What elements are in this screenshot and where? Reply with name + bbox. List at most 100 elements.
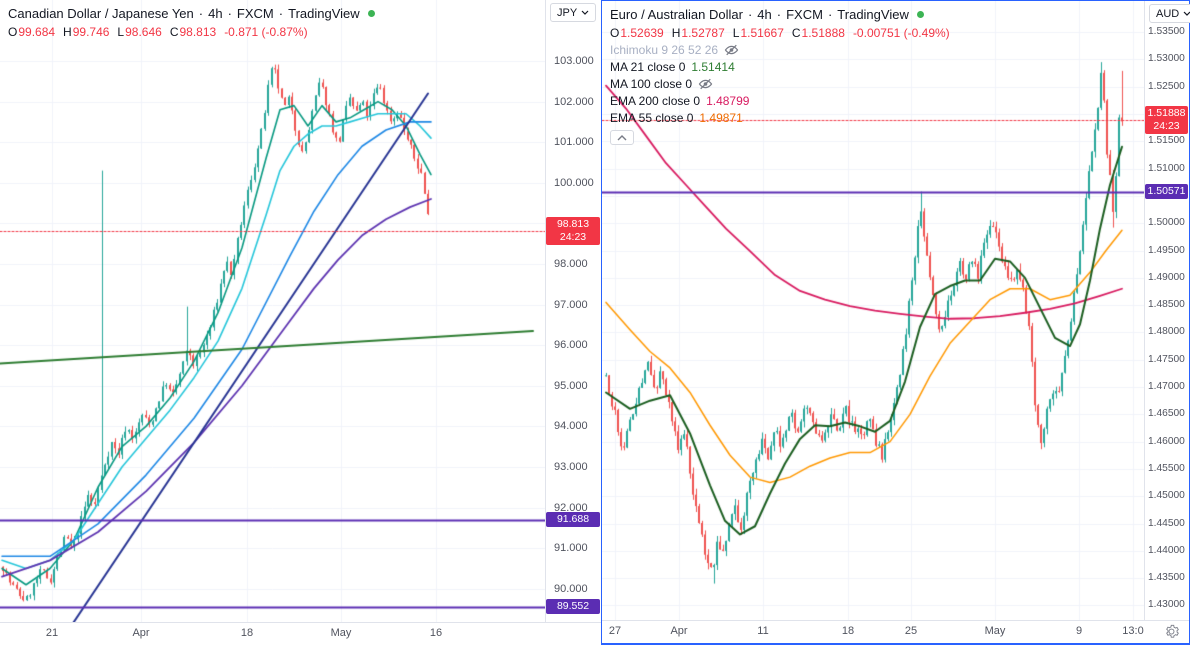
- symbol-name: Euro / Australian Dollar: [610, 7, 743, 22]
- indicator-name: EMA 55 close 0: [610, 110, 694, 125]
- change-value: -0.871 (-0.87%): [224, 24, 308, 39]
- exchange-label: FXCM: [236, 6, 274, 21]
- price-tick-label: 1.43500: [1148, 572, 1185, 584]
- time-tick-label: 11: [757, 625, 769, 637]
- symbol-title-row[interactable]: Canadian Dollar / Japanese Yen · 4h · FX…: [8, 4, 375, 23]
- indicator-ma21[interactable]: MA 21 close 0 1.51414: [610, 58, 950, 75]
- price-badge: 1.51888 24:23: [1145, 106, 1188, 135]
- currency-label: AUD: [1156, 7, 1180, 20]
- indicator-ichimoku[interactable]: Ichimoku 9 26 52 26: [610, 41, 950, 58]
- price-tick-label: 1.44500: [1148, 517, 1185, 529]
- price-tick-label: 1.49500: [1148, 244, 1185, 256]
- chart-area-cadjpy[interactable]: Canadian Dollar / Japanese Yen · 4h · FX…: [0, 0, 545, 622]
- price-tick-label: 101.000: [554, 136, 594, 149]
- cadjpy-chart-canvas[interactable]: [0, 0, 545, 622]
- currency-button-aud[interactable]: AUD: [1149, 4, 1190, 23]
- close-label: C: [169, 24, 179, 39]
- euraud-chart-canvas[interactable]: [602, 1, 1144, 620]
- price-axis-euraud[interactable]: AUD 1.535001.530001.525001.520001.515001…: [1144, 1, 1190, 638]
- chevron-up-icon: [617, 134, 627, 140]
- price-tick-label: 1.51500: [1148, 135, 1185, 147]
- price-tick-label: 93.000: [554, 460, 588, 473]
- ohlc-row: O 1.52639 H 1.52787 L 1.51667 C 1.51888 -0.0…: [610, 24, 950, 41]
- price-tick-label: 1.53500: [1148, 26, 1185, 38]
- indicator-value: 1.48799: [706, 93, 750, 108]
- close-value: 98.813: [179, 24, 217, 39]
- time-tick-label: May: [984, 625, 1006, 637]
- indicator-name: EMA 200 close 0: [610, 93, 701, 108]
- chevron-down-icon: [581, 10, 589, 15]
- chart-area-euraud[interactable]: Euro / Australian Dollar · 4h · FXCM · T…: [602, 1, 1144, 620]
- price-tick-label: 1.51000: [1148, 162, 1185, 174]
- eye-off-icon[interactable]: [724, 44, 739, 56]
- indicator-value: 1.49871: [699, 110, 743, 125]
- open-label: O: [8, 24, 18, 39]
- time-tick-label: 21: [45, 627, 59, 639]
- time-tick-label: 18: [841, 625, 855, 637]
- high-label: H: [671, 25, 681, 40]
- time-tick-label: 9: [1075, 625, 1083, 637]
- time-tick-label: 27: [608, 625, 622, 637]
- open-value: 99.684: [18, 24, 56, 39]
- price-tick-label: 1.48000: [1148, 326, 1185, 338]
- high-label: H: [63, 24, 72, 39]
- time-tick-label: May: [330, 627, 352, 639]
- exchange-label: FXCM: [786, 7, 823, 22]
- price-tick-label: 100.000: [554, 176, 594, 189]
- price-tick-label: 1.48500: [1148, 299, 1185, 311]
- close-value: 1.51888: [801, 25, 845, 40]
- price-axis-cadjpy[interactable]: JPY 103.000102.000101.000100.00099.00098…: [545, 0, 601, 622]
- indicator-value: 1.51414: [691, 59, 735, 74]
- low-label: L: [117, 24, 125, 39]
- pane-euraud: Euro / Australian Dollar · 4h · FXCM · T…: [601, 0, 1190, 645]
- low-value: 98.646: [125, 24, 162, 39]
- time-tick-label: 25: [904, 625, 918, 637]
- separator: ·: [227, 6, 232, 21]
- price-tick-label: 1.50000: [1148, 217, 1185, 229]
- time-tick-label: 18: [240, 627, 254, 639]
- currency-label: JPY: [557, 6, 578, 19]
- legend-cadjpy: Canadian Dollar / Japanese Yen · 4h · FX…: [8, 4, 375, 40]
- indicator-ma100[interactable]: MA 100 close 0: [610, 75, 950, 92]
- collapse-legend-button[interactable]: [610, 130, 634, 145]
- eye-off-icon[interactable]: [698, 78, 713, 90]
- price-badge: 89.552: [546, 598, 600, 614]
- pane-cadjpy: Canadian Dollar / Japanese Yen · 4h · FX…: [0, 0, 601, 645]
- price-tick-label: 1.47000: [1148, 381, 1185, 393]
- close-label: C: [791, 25, 801, 40]
- price-tick-label: 1.53000: [1148, 53, 1185, 65]
- time-axis-settings-gear-icon[interactable]: [1164, 624, 1179, 639]
- time-axis-cadjpy[interactable]: 21 Apr 18 May 16: [0, 622, 601, 645]
- indicator-name: MA 100 close 0: [610, 76, 693, 91]
- brand-label: TradingView: [288, 6, 360, 21]
- high-value: 1.52787: [681, 25, 725, 40]
- price-badge: 98.813 24:23: [546, 216, 600, 245]
- high-value: 99.746: [72, 24, 110, 39]
- price-tick-label: 91.000: [554, 542, 588, 555]
- price-tick-label: 94.000: [554, 420, 588, 433]
- market-open-dot-icon: [367, 10, 375, 17]
- time-axis-euraud[interactable]: 27 Apr 11 18 25 May 9 13:0: [602, 620, 1189, 643]
- low-label: L: [732, 25, 740, 40]
- price-tick-label: 1.49000: [1148, 271, 1185, 283]
- indicator-ema200[interactable]: EMA 200 close 0 1.48799: [610, 92, 950, 109]
- open-value: 1.52639: [620, 25, 664, 40]
- change-value: -0.00751 (-0.49%): [852, 25, 950, 40]
- symbol-title-row[interactable]: Euro / Australian Dollar · 4h · FXCM · T…: [610, 5, 950, 24]
- brand-label: TradingView: [837, 7, 909, 22]
- market-open-dot-icon: [916, 11, 924, 18]
- interval-label: 4h: [757, 7, 772, 22]
- symbol-name: Canadian Dollar / Japanese Yen: [8, 6, 194, 21]
- price-tick-label: 1.45000: [1148, 490, 1185, 502]
- separator: ·: [278, 6, 284, 21]
- currency-button-jpy[interactable]: JPY: [550, 3, 597, 22]
- price-tick-label: 103.000: [554, 54, 594, 67]
- time-tick-label: 13:0: [1122, 625, 1144, 637]
- indicator-ema55[interactable]: EMA 55 close 0 1.49871: [610, 109, 950, 126]
- indicator-name: Ichimoku 9 26 52 26: [610, 42, 719, 57]
- price-tick-label: 1.47500: [1148, 353, 1185, 365]
- price-tick-label: 1.52500: [1148, 80, 1185, 92]
- time-tick-label: 16: [429, 627, 443, 639]
- price-tick-label: 90.000: [554, 582, 588, 595]
